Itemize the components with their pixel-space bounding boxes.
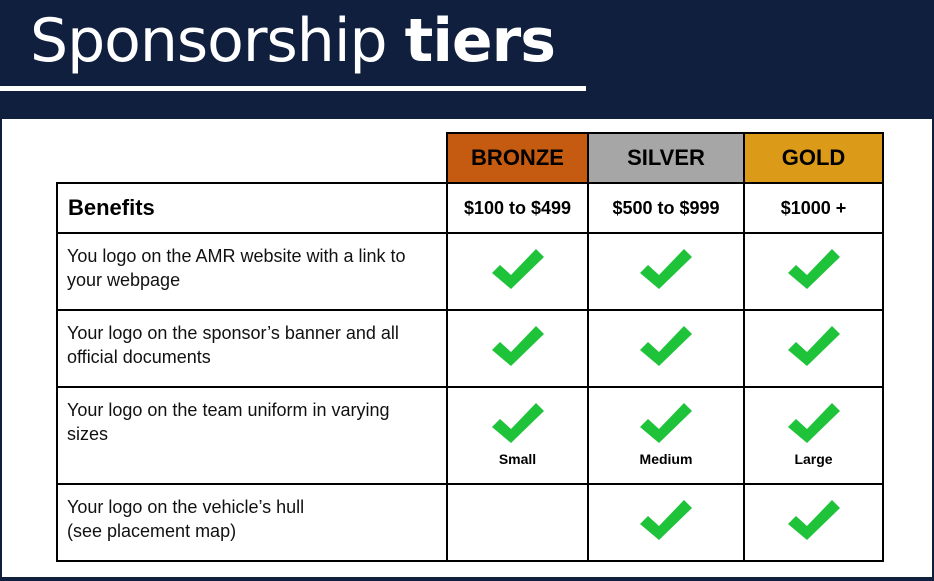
title-underline xyxy=(0,86,586,91)
cell-bronze xyxy=(446,483,589,562)
cell-bronze xyxy=(446,232,589,311)
benefit-line1: Your logo on the vehicle’s hull xyxy=(67,497,305,517)
checkmark-icon xyxy=(640,326,692,366)
table-row: Your logo on the vehicle’s hull (see pla… xyxy=(56,483,884,562)
benefit-line2: (see placement map) xyxy=(67,521,237,541)
cell-silver: Medium xyxy=(587,386,745,485)
checkmark-icon xyxy=(640,249,692,289)
checkmark-icon xyxy=(787,500,840,540)
size-label: Small xyxy=(498,451,537,467)
price-row: Benefits $100 to $499 $500 to $999 $1000… xyxy=(56,182,884,234)
checkmark-icon xyxy=(491,403,544,443)
checkmark-icon xyxy=(491,249,544,289)
cell-silver xyxy=(587,309,745,388)
cell-gold xyxy=(743,483,884,562)
checkmark-icon xyxy=(640,500,692,540)
sponsorship-table: BRONZE SILVER GOLD Benefits $100 to $499… xyxy=(56,132,884,562)
page-title: Sponsorship tiers xyxy=(30,2,556,80)
cell-gold xyxy=(743,309,884,388)
table-row: Your logo on the sponsor’s banner and al… xyxy=(56,309,884,388)
benefit-line1: Your logo on the team uniform in varying xyxy=(67,400,390,420)
checkmark-icon xyxy=(787,249,840,289)
benefit-description: You logo on the AMR website with a link … xyxy=(56,232,448,311)
tier-bronze: BRONZE xyxy=(446,132,589,184)
slide-content: BRONZE SILVER GOLD Benefits $100 to $499… xyxy=(2,119,932,577)
benefit-description: Your logo on the team uniform in varying… xyxy=(56,386,448,485)
table-row: Your logo on the team uniform in varying… xyxy=(56,386,884,485)
tier-gold: GOLD xyxy=(743,132,884,184)
empty-corner xyxy=(57,133,447,183)
benefit-line2: your webpage xyxy=(67,270,181,290)
checkmark-icon xyxy=(787,403,840,443)
slide-header: Sponsorship tiers xyxy=(0,0,934,117)
checkmark-icon xyxy=(491,326,544,366)
benefit-line2: sizes xyxy=(67,424,109,444)
size-label: Medium xyxy=(639,451,693,467)
cell-gold xyxy=(743,232,884,311)
tier-header-row: BRONZE SILVER GOLD xyxy=(57,132,884,184)
benefit-line1: Your logo on the sponsor’s banner and al… xyxy=(67,323,399,343)
size-label: Large xyxy=(794,451,833,467)
cell-gold: Large xyxy=(743,386,884,485)
cell-bronze: Small xyxy=(446,386,589,485)
benefit-line1: You logo on the AMR website with a link … xyxy=(67,246,406,266)
price-gold: $1000 + xyxy=(743,182,884,234)
benefits-header: Benefits xyxy=(56,182,448,234)
benefit-description: Your logo on the sponsor’s banner and al… xyxy=(56,309,448,388)
checkmark-icon xyxy=(640,403,692,443)
checkmark-icon xyxy=(787,326,840,366)
table-row: You logo on the AMR website with a link … xyxy=(56,232,884,311)
title-bold: tiers xyxy=(404,6,556,76)
price-silver: $500 to $999 xyxy=(587,182,745,234)
tier-silver: SILVER xyxy=(587,132,745,184)
price-bronze: $100 to $499 xyxy=(446,182,589,234)
cell-bronze xyxy=(446,309,589,388)
cell-silver xyxy=(587,483,745,562)
cell-silver xyxy=(587,232,745,311)
title-regular: Sponsorship xyxy=(30,6,405,76)
benefit-description: Your logo on the vehicle’s hull (see pla… xyxy=(56,483,448,562)
benefit-line2: official documents xyxy=(67,347,211,367)
